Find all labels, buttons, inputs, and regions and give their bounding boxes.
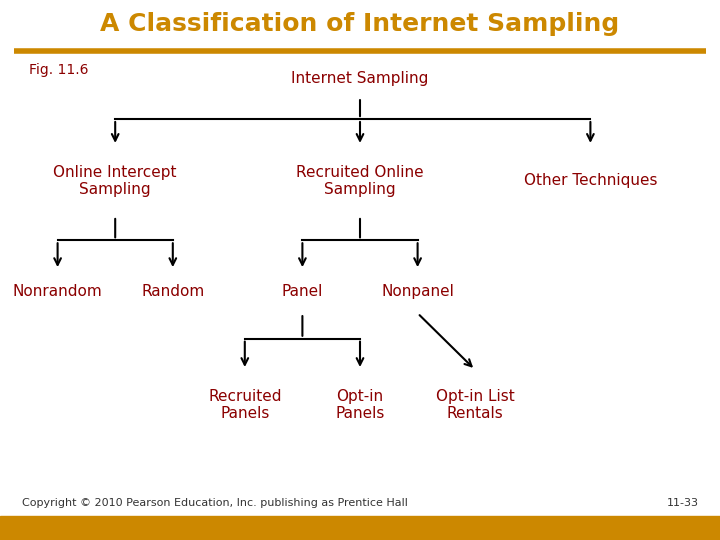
Text: 11-33: 11-33	[667, 498, 698, 508]
Text: Opt-in
Panels: Opt-in Panels	[336, 389, 384, 421]
Text: Random: Random	[141, 284, 204, 299]
Bar	[0, 516, 720, 540]
Text: Online Intercept
Sampling: Online Intercept Sampling	[53, 165, 177, 197]
Text: Recruited
Panels: Recruited Panels	[208, 389, 282, 421]
Text: Internet Sampling: Internet Sampling	[292, 71, 428, 86]
Text: Other Techniques: Other Techniques	[523, 173, 657, 188]
Text: Fig. 11.6: Fig. 11.6	[29, 63, 89, 77]
Text: A Classification of Internet Sampling: A Classification of Internet Sampling	[100, 12, 620, 36]
Text: Recruited Online
Sampling: Recruited Online Sampling	[296, 165, 424, 197]
Text: Opt-in List
Rentals: Opt-in List Rentals	[436, 389, 515, 421]
Text: Nonrandom: Nonrandom	[13, 284, 102, 299]
Text: Nonpanel: Nonpanel	[381, 284, 454, 299]
Text: Panel: Panel	[282, 284, 323, 299]
Text: Copyright © 2010 Pearson Education, Inc. publishing as Prentice Hall: Copyright © 2010 Pearson Education, Inc.…	[22, 498, 408, 508]
